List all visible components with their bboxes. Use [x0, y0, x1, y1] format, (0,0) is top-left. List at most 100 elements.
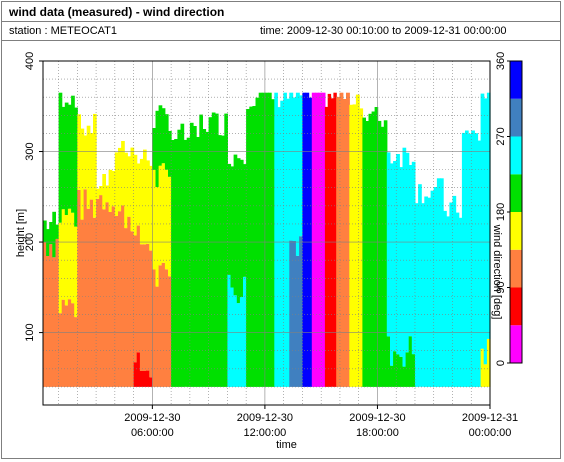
heatmap-cell — [124, 152, 128, 229]
heatmap-cell — [67, 104, 72, 209]
heatmap-cell — [211, 112, 216, 387]
heatmap-cell — [168, 131, 172, 177]
heatmap-cell — [324, 106, 329, 387]
heatmap-cell — [67, 299, 72, 387]
heatmap-cell — [380, 126, 385, 387]
chart-title: wind data (measured) - wind direction — [9, 5, 225, 19]
heatmap-cell — [136, 352, 141, 387]
heatmap-cell — [130, 147, 135, 232]
heatmap-cell — [102, 174, 106, 210]
heatmap-cell — [264, 92, 269, 387]
heatmap-cell — [433, 187, 438, 387]
heatmap-cell — [386, 336, 391, 387]
grid-lines — [43, 60, 490, 406]
heatmap-cell — [146, 160, 150, 244]
y-axis-title: height [m] — [15, 209, 27, 257]
heatmap-cell — [396, 154, 400, 355]
x-tick-label-time: 18:00:00 — [356, 427, 399, 439]
x-axis-title: time — [276, 439, 297, 451]
heatmap-cell — [118, 147, 122, 212]
heatmap-cell — [49, 244, 53, 387]
heatmap-cell — [405, 352, 410, 387]
heatmap-cell — [327, 93, 332, 387]
heatmap-cell — [93, 113, 97, 218]
colorbar-segment — [510, 325, 522, 363]
heatmap-cell — [411, 354, 416, 387]
heatmap-cell — [52, 257, 56, 387]
heatmap-cell — [471, 130, 475, 387]
heatmap-cell — [105, 202, 110, 387]
heatmap-cell — [486, 338, 491, 387]
heatmap-cell — [61, 299, 66, 387]
heatmap-cell — [280, 100, 284, 387]
heatmap-cell — [236, 158, 241, 304]
heatmap-cell — [243, 276, 247, 387]
heatmap-cell — [289, 92, 294, 241]
heatmap-cell — [77, 114, 81, 190]
heatmap-cell — [164, 169, 169, 270]
heatmap-cell — [352, 104, 357, 387]
heatmap-cell — [74, 317, 78, 387]
heatmap-cell — [121, 141, 125, 206]
heatmap-cell — [271, 99, 275, 387]
heatmap-cell — [230, 166, 235, 288]
heatmap-cell — [177, 129, 182, 387]
heatmap-cell — [233, 154, 238, 296]
heatmap-cell — [49, 222, 53, 245]
heatmap-cell — [252, 106, 257, 387]
heatmap-cell — [155, 187, 160, 287]
heatmap-cell — [158, 265, 163, 387]
heatmap-cell — [139, 371, 144, 387]
heatmap-cell — [483, 364, 488, 387]
heatmap-cell — [230, 287, 235, 387]
y-tick-label: 200 — [24, 233, 36, 251]
heatmap-cell — [274, 92, 278, 387]
heatmap-cell — [402, 147, 407, 367]
heatmap-cell — [174, 139, 178, 387]
heatmap-cell — [152, 269, 157, 387]
heatmap-cell — [480, 348, 485, 387]
heatmap-cell — [233, 295, 238, 387]
time-range-label: time: 2009-12-30 00:10:00 to 2009-12-31 … — [260, 25, 507, 37]
heatmap-cell — [239, 159, 244, 298]
heatmap-cell — [199, 114, 203, 387]
heatmap-cell — [114, 216, 119, 387]
heatmap-cell — [302, 92, 307, 387]
heatmap-cell — [218, 135, 222, 387]
heatmap-cell — [283, 92, 287, 387]
heatmap-cell — [196, 137, 200, 387]
heatmap-cell — [171, 140, 175, 387]
heatmap-cell — [359, 108, 364, 387]
heatmap-cell — [133, 362, 138, 387]
heatmap-cell — [130, 231, 135, 387]
heatmap-cell — [339, 92, 344, 387]
heatmap-cell — [289, 240, 294, 387]
y-tick-label: 100 — [24, 323, 36, 341]
heatmap-cell — [399, 167, 403, 357]
heatmap-cell — [421, 203, 425, 387]
heatmap-cell — [246, 109, 250, 387]
heatmap-cell — [411, 161, 416, 355]
heatmap-cell — [295, 255, 300, 387]
heatmap-cell — [383, 120, 388, 387]
heatmap-cell — [236, 303, 241, 387]
heatmap-cell — [74, 226, 78, 318]
heatmap-cell — [286, 98, 290, 387]
heatmap-cell — [71, 303, 75, 387]
heatmap-cell — [143, 371, 147, 387]
heatmap-cell — [146, 243, 150, 371]
heatmap-cell — [443, 210, 447, 387]
heatmap-cell — [427, 197, 432, 387]
heatmap-cell — [61, 106, 66, 210]
heatmap-cell — [446, 216, 450, 387]
heatmap-cell — [96, 198, 100, 387]
heatmap-cell — [452, 195, 457, 387]
heatmap-cell — [221, 135, 225, 387]
heatmap-cell — [393, 161, 397, 352]
colorbar-segment — [510, 212, 522, 250]
heatmap-cell — [46, 229, 50, 256]
heatmap-cell — [399, 356, 403, 387]
heatmap-cell — [127, 216, 131, 387]
colorbar-tick-label: 270 — [495, 127, 507, 145]
heatmap-cell — [108, 169, 113, 212]
